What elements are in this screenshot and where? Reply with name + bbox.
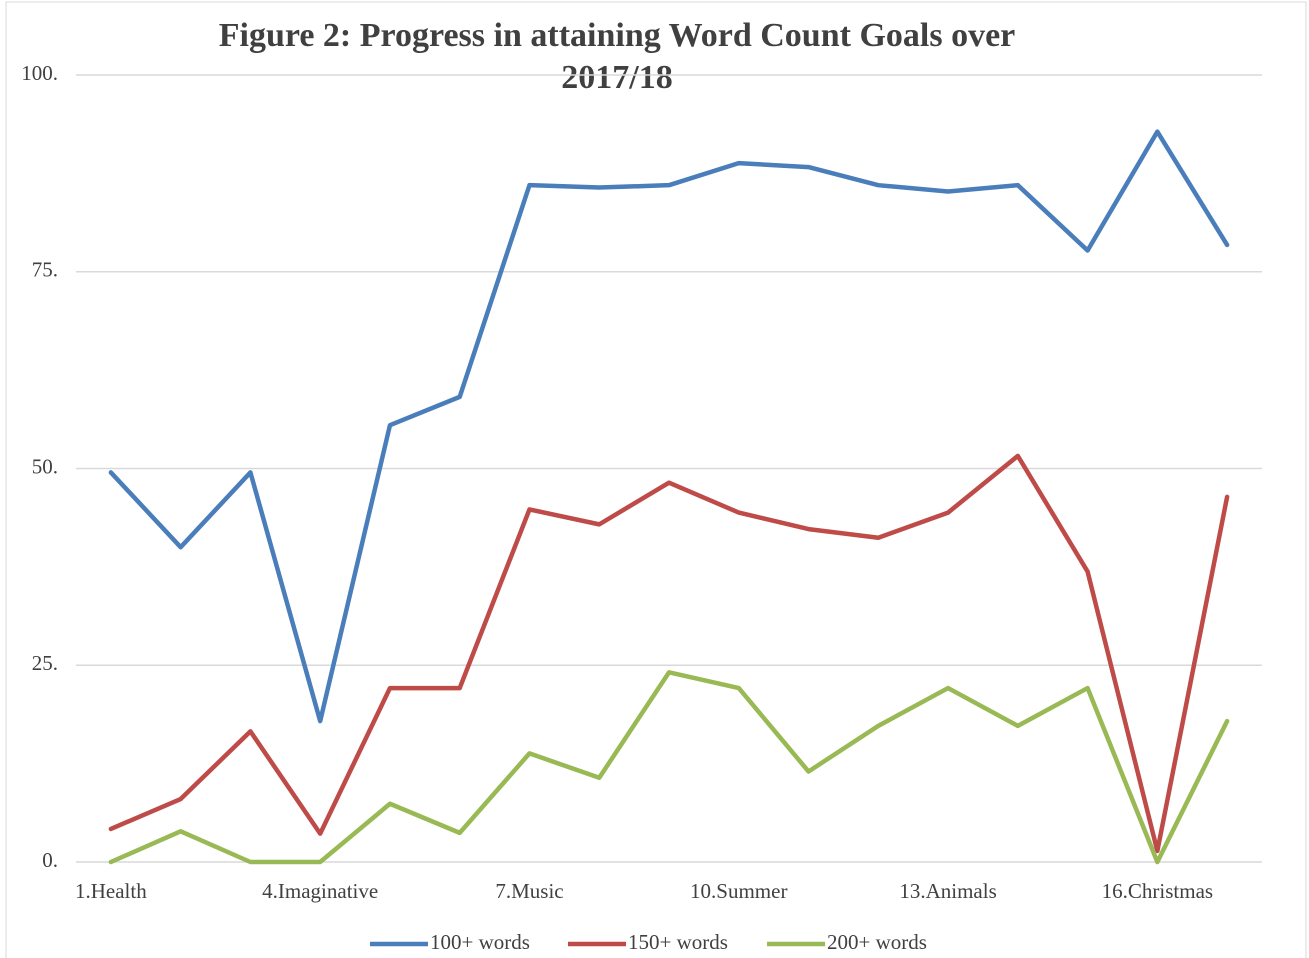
series-line <box>108 670 1230 865</box>
chart-border <box>5 1 1307 958</box>
chart-title: 2017/18 <box>561 59 672 96</box>
x-tick-label: 13.Animals <box>899 879 996 903</box>
x-tick-label: 10.Summer <box>690 879 787 903</box>
x-tick-label: 7.Music <box>495 879 563 903</box>
x-tick-label: 4.Imaginative <box>262 879 378 903</box>
x-tick-label: 16.Christmas <box>1102 879 1213 903</box>
y-tick-label: 25. <box>32 651 58 675</box>
chart-title: Figure 2: Progress in attaining Word Cou… <box>219 17 1016 54</box>
x-tick-label: 1.Health <box>75 879 147 903</box>
series-line <box>108 129 1230 724</box>
y-tick-label: 75. <box>32 258 58 282</box>
legend-label: 150+ words <box>628 930 728 954</box>
y-tick-label: 50. <box>32 454 58 478</box>
legend-label: 200+ words <box>827 930 927 954</box>
series-line <box>108 453 1230 854</box>
y-tick-label: 0. <box>42 848 58 872</box>
y-tick-label: 100. <box>21 61 58 85</box>
legend-label: 100+ words <box>430 930 530 954</box>
